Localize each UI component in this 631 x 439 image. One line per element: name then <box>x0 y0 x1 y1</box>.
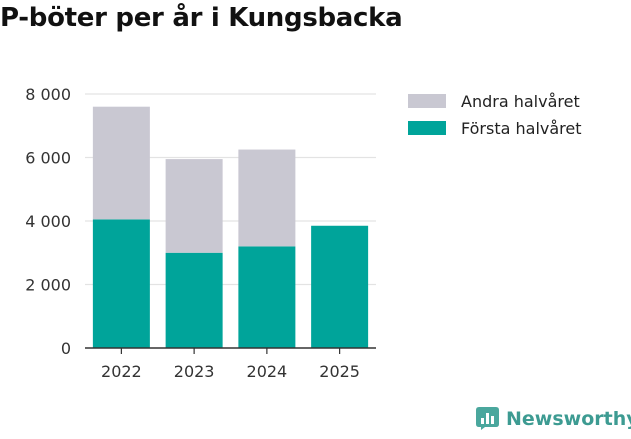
brand-name: Newsworthy <box>506 407 631 430</box>
legend-swatch-forsta-halvaret <box>408 121 446 135</box>
chart-title: P-böter per år i Kungsbacka <box>0 3 403 33</box>
x-tick-label: 2022 <box>101 362 142 381</box>
x-tick-label: 2025 <box>319 362 360 381</box>
axes: 0 2 000 4 000 6 000 8 000 2022 2023 2024 2025 <box>25 85 376 381</box>
bar-2024-f-rsta-halv-ret <box>238 246 296 348</box>
y-tick-label: 6 000 <box>25 149 71 168</box>
bar-2022-f-rsta-halv-ret <box>92 219 150 348</box>
x-tick-label: 2024 <box>247 362 288 381</box>
bar-2022-andra-halv-ret <box>92 106 150 220</box>
legend-label-forsta-halvaret: Första halvåret <box>461 118 582 138</box>
bar-chart-logo-icon <box>476 407 499 430</box>
y-tick-label: 2 000 <box>25 276 71 295</box>
y-tick-label: 0 <box>61 339 71 358</box>
legend-label-andra-halvaret: Andra halvåret <box>461 91 580 111</box>
y-tick-label: 4 000 <box>25 212 71 231</box>
brand-logo: Newsworthy <box>476 407 631 430</box>
legend-swatch-andra-halvaret <box>408 94 446 108</box>
y-tick-label: 8 000 <box>25 85 71 104</box>
bar-2023-f-rsta-halv-ret <box>165 252 223 348</box>
legend: Andra halvåret Första halvåret <box>408 91 582 145</box>
bar-2024-andra-halv-ret <box>238 149 296 247</box>
bar-2023-andra-halv-ret <box>165 159 223 253</box>
x-tick-label: 2023 <box>174 362 215 381</box>
legend-item-andra-halvaret: Andra halvåret <box>408 91 582 111</box>
legend-item-forsta-halvaret: Första halvåret <box>408 118 582 138</box>
bar-2025-f-rsta-halv-ret <box>311 225 369 348</box>
bars <box>92 106 369 348</box>
